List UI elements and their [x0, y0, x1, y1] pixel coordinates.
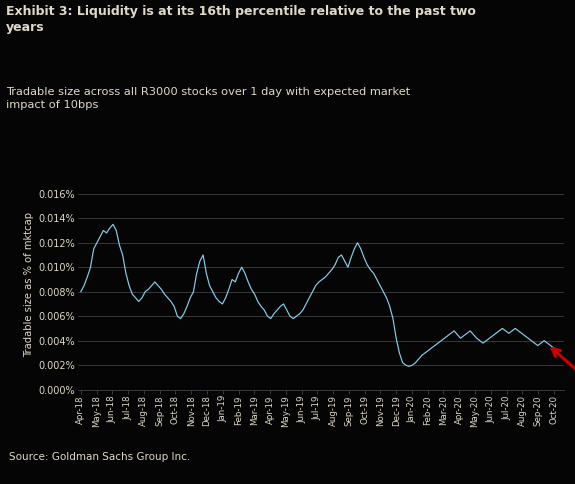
Text: Tradable size across all R3000 stocks over 1 day with expected market
impact of : Tradable size across all R3000 stocks ov…	[6, 87, 410, 109]
Text: Exhibit 3: Liquidity is at its 16th percentile relative to the past two
years: Exhibit 3: Liquidity is at its 16th perc…	[6, 5, 476, 34]
Y-axis label: Tradable size as % of mktcap: Tradable size as % of mktcap	[24, 212, 34, 357]
Text: Source: Goldman Sachs Group Inc.: Source: Goldman Sachs Group Inc.	[9, 452, 190, 462]
